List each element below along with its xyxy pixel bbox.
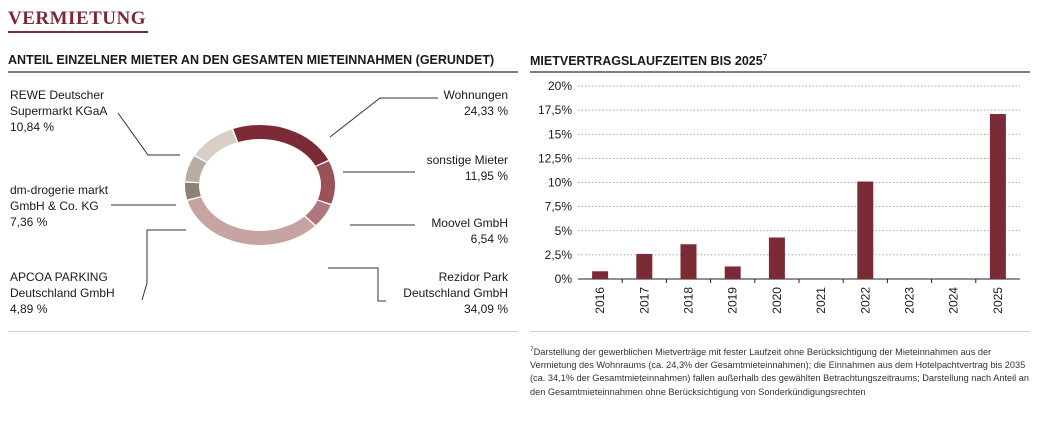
x-tick-label: 2022 xyxy=(858,287,872,314)
slice-label-rewe: REWE Deutscher Supermarkt KGaA 10,84 % xyxy=(10,88,108,134)
footnote-marker: 7 xyxy=(530,346,534,353)
bar-section-title-year: 2025 xyxy=(734,54,763,69)
bar-2019 xyxy=(724,266,741,279)
x-tick-label: 2017 xyxy=(637,287,651,314)
donut-slice xyxy=(185,182,201,200)
bar-section-title-main: MIETVERTRAGSLAUFZEITEN BIS xyxy=(530,54,735,69)
y-tick-label: 10% xyxy=(548,176,572,190)
footnote: 7Darstellung der gewerblichen Mietverträ… xyxy=(530,343,1030,399)
x-tick-label: 2025 xyxy=(991,287,1005,314)
slice-label-wohnungen: Wohnungen 24,33 % xyxy=(443,88,509,118)
x-tick-label: 2016 xyxy=(593,287,607,314)
x-tick-label: 2023 xyxy=(903,287,917,314)
y-tick-label: 20% xyxy=(548,79,572,93)
donut-slice xyxy=(195,129,237,162)
slice-label-moovel: Moovel GmbH 6,54 % xyxy=(431,216,508,246)
y-tick-label: 15% xyxy=(548,127,572,141)
x-tick-label: 2018 xyxy=(682,287,696,314)
donut-section-title: ANTEIL EINZELNER MIETER AN DEN GESAMTEN … xyxy=(8,53,495,67)
donut-leader-lines xyxy=(111,97,438,302)
leader-line-rewe xyxy=(117,112,180,156)
footnote-text: Darstellung der gewerblichen Mietverträg… xyxy=(530,347,1029,397)
bar-section-title-footnote-marker: 7 xyxy=(762,53,768,62)
leader-line-wohnungen xyxy=(329,97,438,138)
y-tick-label: 17,5% xyxy=(538,103,572,117)
tenant-share-donut-chart xyxy=(185,125,335,245)
donut-slice xyxy=(316,161,335,204)
slice-label-sonstige-mieter: sonstige Mieter 11,95 % xyxy=(426,153,508,183)
x-tick-label: 2019 xyxy=(726,287,740,314)
slice-label-dm: dm-drogerie markt GmbH & Co. KG 7,36 % xyxy=(10,183,109,229)
bar-section-rule xyxy=(530,71,1030,73)
lease-term-bar-chart: 0% 2,5% 5% 7,5% 10% 12,5% 15% 17,5% 20% 2016 2017 2… xyxy=(538,79,1020,314)
donut-bottom-rule xyxy=(8,331,518,332)
leader-line-rezidor xyxy=(328,267,386,302)
bar-2020 xyxy=(768,237,785,279)
bar-2018 xyxy=(680,244,697,279)
bar-bottom-rule xyxy=(530,331,1030,332)
bar-2016 xyxy=(592,271,609,279)
donut-section-rule xyxy=(8,71,518,73)
y-tick-label: 7,5% xyxy=(545,200,573,214)
x-tick-label: 2024 xyxy=(947,287,961,314)
bar-2022 xyxy=(857,181,874,279)
page-title: VERMIETUNG xyxy=(8,8,147,29)
bar-2017 xyxy=(636,253,653,279)
donut-slice xyxy=(305,200,331,226)
bar-2025 xyxy=(989,113,1006,279)
x-tick-label: 2021 xyxy=(814,287,828,314)
donut-slice xyxy=(187,197,315,245)
donut-slice xyxy=(185,156,207,183)
y-tick-label: 0% xyxy=(555,272,573,286)
y-tick-label: 12,5% xyxy=(538,151,572,165)
slice-label-rezidor: Rezidor Park Deutschland GmbH 34,09 % xyxy=(403,270,508,316)
bar-section-title: MIETVERTRAGSLAUFZEITEN BIS 20257 xyxy=(530,53,767,68)
slice-label-apcoa: APCOA PARKING Deutschland GmbH 4,89 % xyxy=(10,270,115,316)
y-tick-label: 5% xyxy=(555,224,573,238)
page-title-underline xyxy=(8,31,148,33)
y-tick-label: 2,5% xyxy=(545,248,573,262)
donut-slice xyxy=(233,125,329,166)
x-tick-label: 2020 xyxy=(770,287,784,314)
leader-line-apcoa xyxy=(141,229,186,301)
